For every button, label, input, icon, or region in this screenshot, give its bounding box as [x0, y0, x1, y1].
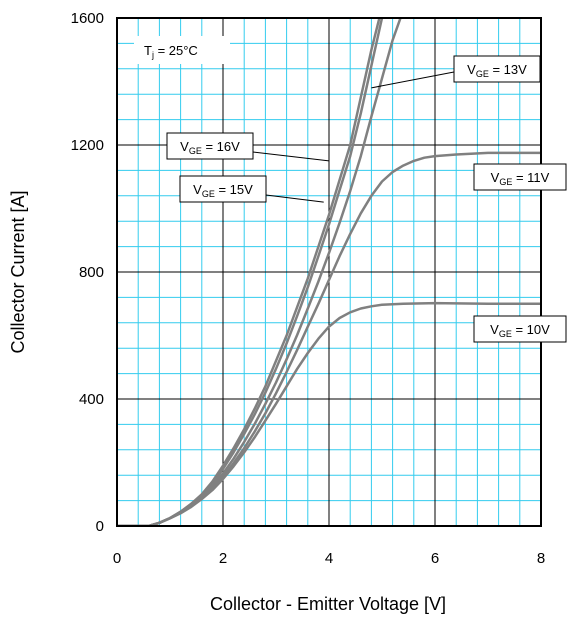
y-tick-label: 0	[96, 518, 104, 535]
x-tick-label: 0	[113, 550, 121, 567]
condition-label-box	[134, 36, 230, 64]
annotation-pointer-line	[371, 71, 455, 89]
series-label-vge-11v-text: VGE = 11V	[491, 170, 550, 187]
y-tick-label: 800	[79, 264, 104, 281]
y-tick-label: 1600	[71, 10, 104, 27]
x-tick-label: 2	[219, 550, 227, 567]
series-label-vge-13v: VGE = 13V	[453, 55, 541, 83]
series-label-vge-10v-box	[473, 315, 567, 343]
annotation-pointer-line	[252, 151, 330, 162]
series-label-vge-13v-text: VGE = 13V	[467, 62, 527, 79]
series-label-vge-10v: VGE = 10V	[473, 315, 567, 343]
annotation-pointer-line	[265, 194, 324, 203]
curves	[117, 18, 541, 526]
series-label-vge-13v-box	[453, 55, 541, 83]
series-label-vge-16v-box	[166, 132, 254, 160]
y-tick-label: 1200	[71, 137, 104, 154]
series-label-vge-15v-box	[179, 175, 267, 203]
condition-label-text: Tj = 25°C	[144, 43, 198, 60]
series-line-vge-10v	[117, 301, 541, 526]
series-label-vge-15v-text: VGE = 15V	[193, 182, 253, 199]
annotation-pointers	[252, 71, 455, 203]
series-label-vge-11v: VGE = 11V	[473, 163, 567, 191]
series-label-vge-10v-text: VGE = 10V	[490, 322, 550, 339]
y-axis-title: Collector Current [A]	[8, 190, 28, 353]
series-label-vge-16v-text: VGE = 16V	[180, 139, 240, 156]
condition-label: Tj = 25°C	[134, 36, 230, 64]
x-tick-label: 4	[325, 550, 333, 567]
series-label-vge-16v: VGE = 16V	[166, 132, 254, 160]
plot-frame	[116, 17, 542, 527]
x-tick-label: 6	[431, 550, 439, 567]
x-axis-title: Collector - Emitter Voltage [V]	[210, 594, 446, 614]
series-label-vge-11v-box	[473, 163, 567, 191]
y-tick-label: 400	[79, 391, 104, 408]
ticks: 0 2 4 6 8 0 400 800 1200 1600	[71, 10, 546, 567]
annotation-labels: VGE = 16V VGE = 15V VGE = 13V VGE = 11V VGE …	[134, 36, 567, 343]
series-label-vge-15v: VGE = 15V	[179, 175, 267, 203]
x-tick-label: 8	[537, 550, 545, 567]
